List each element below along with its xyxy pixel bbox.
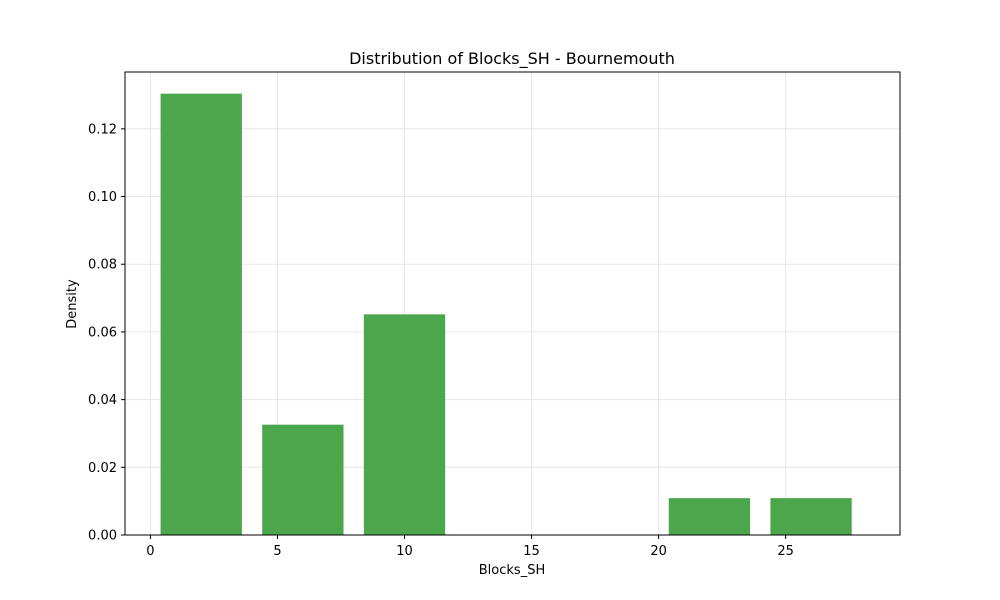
chart-title: Distribution of Blocks_SH - Bournemouth — [349, 49, 675, 69]
y-tick-label: 0.10 — [88, 190, 117, 205]
y-tick-label: 0.08 — [88, 258, 117, 273]
x-axis-label: Blocks_SH — [479, 563, 545, 578]
x-tick-label: 10 — [396, 544, 413, 559]
bar-layer — [160, 93, 852, 535]
y-axis-label: Density — [65, 279, 80, 329]
y-tick-label: 0.04 — [88, 393, 117, 408]
histogram-bar — [770, 498, 852, 535]
histogram-bar — [668, 498, 751, 535]
x-tick-label: 15 — [523, 544, 540, 559]
x-tick-label: 5 — [273, 544, 281, 559]
y-tick-label: 0.12 — [88, 122, 117, 137]
histogram-bar — [262, 424, 344, 535]
x-tick-label: 0 — [146, 544, 154, 559]
tick-layer: 0 5 10 15 20 25 0.00 0.02 0.04 0.06 0.08 0.10 0.12 — [88, 122, 794, 559]
histogram-bar — [160, 93, 242, 535]
x-tick-label: 25 — [777, 544, 794, 559]
x-tick-label: 20 — [650, 544, 667, 559]
histogram-bar — [363, 314, 446, 535]
y-tick-label: 0.00 — [88, 529, 117, 544]
y-tick-label: 0.06 — [88, 325, 117, 340]
plot-frame — [124, 71, 901, 536]
y-tick-label: 0.02 — [88, 461, 117, 476]
